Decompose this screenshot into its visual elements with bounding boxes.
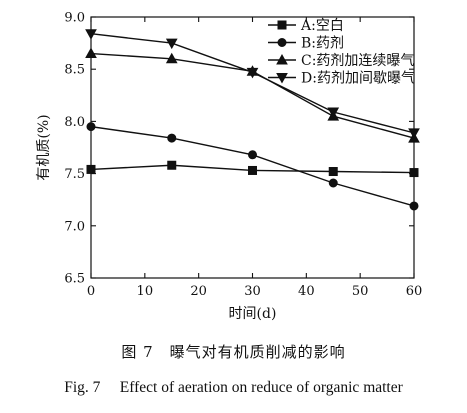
data-point [248, 165, 257, 175]
data-point [408, 128, 420, 139]
plot-area [85, 29, 420, 211]
x-tick-label: 20 [190, 284, 207, 299]
legend-entry: D:药剂加间歇曝气 [268, 71, 415, 87]
data-point [246, 67, 259, 79]
legend-label: B:药剂 [301, 36, 344, 52]
data-point [248, 150, 257, 160]
data-point [409, 201, 419, 211]
x-axis-title: 时间(d) [229, 306, 277, 322]
y-tick-label: 7.0 [64, 219, 85, 234]
data-point [167, 160, 177, 170]
line-chart: 0 10 20 30 40 50 60 6.5 7.0 7.5 8.0 8.5 9.0 A:空白 B:药剂… [36, 11, 422, 323]
chart-axes: 0 10 20 30 40 50 60 6.5 7.0 7.5 8.0 8.5 9.0 [64, 11, 422, 300]
legend-marker [277, 38, 287, 47]
legend-marker [276, 73, 288, 84]
figure-caption-english: Fig. 7 Effect of aeration on reduce of o… [64, 379, 403, 396]
x-tick-label: 10 [137, 284, 154, 299]
data-point [328, 178, 338, 188]
x-tick-label: 30 [244, 284, 261, 299]
series-b [86, 122, 419, 211]
data-point [328, 167, 338, 177]
legend-label: C:药剂加连续曝气 [301, 52, 414, 69]
y-tick-label: 8.5 [64, 63, 85, 78]
legend-marker [277, 20, 287, 30]
x-tick-label: 60 [406, 284, 423, 299]
y-axis-title: 有机质(%) [36, 114, 52, 180]
data-point [327, 107, 340, 119]
figure-caption-chinese: 图 7 曝气对有机质削减的影响 [121, 343, 346, 361]
legend-label: D:药剂加间歇曝气 [301, 71, 415, 87]
x-tick-label: 50 [352, 284, 369, 299]
legend-entry: B:药剂 [268, 36, 344, 52]
data-point [86, 122, 96, 132]
data-point [85, 29, 97, 40]
x-tick-label: 0 [87, 284, 95, 299]
data-point [165, 52, 178, 64]
legend-entry: C:药剂加连续曝气 [268, 52, 414, 69]
legend-label: A:空白 [300, 18, 344, 34]
data-point [165, 38, 178, 50]
y-tick-label: 7.5 [64, 167, 85, 182]
y-tick-label: 8.0 [64, 115, 85, 130]
legend-entry: A:空白 [268, 18, 344, 34]
legend: A:空白 B:药剂C:药剂加连续曝气 D:药剂加间歇曝气 [268, 18, 415, 87]
y-tick-label: 6.5 [64, 272, 85, 287]
series-d [85, 29, 420, 139]
data-point [85, 47, 97, 59]
data-point [167, 133, 177, 143]
series-a [86, 160, 419, 178]
legend-marker [276, 53, 288, 65]
y-tick-label: 9.0 [64, 11, 85, 26]
data-point [409, 168, 419, 178]
data-point [86, 164, 96, 174]
x-tick-label: 40 [298, 284, 315, 299]
